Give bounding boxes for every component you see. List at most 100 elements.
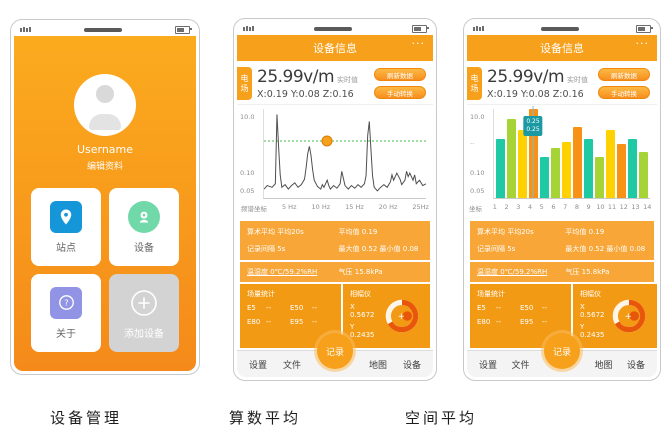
bar (606, 130, 615, 198)
more-menu-icon[interactable]: ··· (635, 37, 649, 50)
avatar[interactable] (74, 74, 136, 136)
tab-device[interactable]: 设备 (402, 360, 421, 371)
stat-key: E50 (290, 304, 304, 312)
avg-mode: 算术平均 平均20s (247, 228, 304, 236)
tab-settings[interactable]: 设置 (249, 360, 268, 371)
xyz-values: X:0.19 Y:0.08 Z:0.16 (487, 89, 584, 100)
card-title: 场量统计 (477, 290, 505, 298)
tab-map[interactable]: 地图 (368, 360, 387, 371)
refresh-data-button[interactable]: 刷新数据 (374, 68, 426, 81)
speaker-grill (541, 26, 579, 31)
bar (628, 139, 637, 198)
plus-icon (128, 287, 160, 319)
temp-humidity-link[interactable]: 温湿度 0℃/59.2%RH (247, 268, 318, 276)
refresh-data-button[interactable]: 刷新数据 (598, 68, 650, 81)
username-label: Username (76, 143, 134, 156)
field-type-badge: 电 场 (467, 67, 482, 100)
stat-value: -- (496, 304, 502, 312)
max-min-values: 最大值 0.52 最小值 0.08 (565, 245, 646, 253)
reading-main: 25.99v/m 实时值 X:0.19 Y:0.08 Z:0.16 (487, 67, 593, 100)
page-title: 设备信息 (313, 42, 357, 55)
x-axis-ticks: 频谱坐标 5 Hz 10 Hz 15 Hz 20 Hz 25Hz (241, 203, 429, 213)
y-tick: .. (470, 138, 475, 147)
x-tick: 15 Hz (345, 203, 364, 211)
tile-sites[interactable]: 站点 (31, 188, 101, 266)
x-tick: 4 (527, 203, 533, 211)
tile-label: 关于 (56, 328, 76, 340)
pressure-value: 气压 15.8kPa (565, 268, 610, 276)
stat-key: E95 (520, 318, 534, 326)
tab-record-button[interactable]: 记录 (544, 333, 580, 369)
stat-key: E50 (520, 304, 534, 312)
x-tick: 6 (551, 203, 556, 211)
speaker-grill (84, 27, 122, 32)
stat-key: E95 (290, 318, 304, 326)
status-bar (14, 23, 196, 36)
badge-char: 电 (470, 73, 479, 83)
stats-summary: 算术平均 平均20s 平均值 0.19 记录间隔 5s 最大值 0.52 最小值 0… (470, 221, 654, 260)
stat-value: -- (312, 304, 318, 312)
x-tick: 10 Hz (311, 203, 331, 211)
tile-about[interactable]: ? 关于 (31, 274, 101, 352)
stat-key: E5 (247, 304, 256, 312)
tab-device[interactable]: 设备 (626, 360, 645, 371)
info-panel: 算术平均 平均20s 平均值 0.19 记录间隔 5s 最大值 0.52 最小值 0… (467, 215, 657, 348)
tooltip-line: 0.25 (526, 118, 540, 126)
caption-spatial-average: 空间平均 (405, 411, 478, 427)
manual-switch-button[interactable]: 手动转换 (374, 86, 426, 99)
x-tick: 25Hz (412, 203, 429, 211)
tab-bar: 设置 文件 记录 地图 设备 (467, 333, 657, 377)
avg-value: 平均值 0.19 (565, 228, 605, 236)
card-title: 相幅仪 (580, 290, 601, 298)
signal-icon (243, 26, 254, 31)
x-tick: 7 (563, 203, 568, 211)
stats-summary: 算术平均 平均20s 平均值 0.19 记录间隔 5s 最大值 0.52 最小值 0… (240, 221, 430, 260)
tab-map[interactable]: 地图 (594, 360, 613, 371)
tile-label: 添加设备 (124, 328, 164, 340)
tab-record-button[interactable]: 记录 (317, 333, 353, 369)
selected-bar-line (532, 106, 534, 198)
donut-gauge-icon: + (613, 299, 646, 333)
tab-files[interactable]: 文件 (283, 360, 302, 371)
stat-value: -- (266, 304, 272, 312)
y-tick: 0.05 (240, 186, 255, 195)
card-title: 相幅仪 (350, 290, 371, 298)
badge-char: 场 (240, 83, 249, 93)
edit-profile-link[interactable]: 编辑资料 (86, 162, 123, 172)
y-tick: 10.0 (240, 113, 255, 122)
manual-switch-button[interactable]: 手动转换 (598, 86, 650, 99)
stat-key: E5 (477, 304, 486, 312)
bottom-cards: 场量统计 E5 -- E50 -- E80 -- E95 -- 相幅仪 X 0.5672… (470, 284, 657, 348)
gauge-y-value: Y 0.2435 (350, 323, 375, 339)
tile-devices[interactable]: 设备 (109, 188, 179, 266)
x-axis-ticks: 坐标 1 2 3 4 5 6 7 8 9 10 11 12 13 14 (469, 203, 653, 213)
location-pin-icon (50, 200, 82, 233)
tooltip-line: 0.25 (526, 125, 540, 133)
environment-row: 温湿度 0℃/59.2%RH 气压 15.8kPa (470, 262, 654, 282)
gauge-y-value: Y 0.2435 (580, 323, 605, 339)
tab-bar: 设置 文件 记录 地图 设备 (237, 333, 433, 377)
badge-char: 场 (470, 83, 479, 93)
x-tick: 12 (619, 203, 628, 211)
svg-text:?: ? (64, 298, 68, 308)
device-camera-icon (128, 200, 160, 233)
x-tick: 13 (631, 203, 640, 211)
bar (540, 157, 549, 198)
bar-tooltip: 0.25 0.25 (523, 116, 543, 136)
y-tick: 0.10 (470, 169, 485, 178)
tile-label: 设备 (134, 242, 154, 254)
more-menu-icon[interactable]: ··· (411, 37, 425, 50)
temp-humidity-link[interactable]: 温湿度 0℃/59.2%RH (477, 268, 548, 276)
threshold-marker-handle[interactable] (321, 135, 333, 147)
status-bar (467, 22, 657, 35)
status-bar (237, 22, 433, 35)
tab-settings[interactable]: 设置 (479, 360, 498, 371)
stat-key: E80 (247, 318, 261, 326)
tab-files[interactable]: 文件 (511, 360, 530, 371)
signal-icon (20, 27, 31, 32)
max-min-values: 最大值 0.52 最小值 0.08 (338, 245, 419, 253)
info-panel: 算术平均 平均20s 平均值 0.19 记录间隔 5s 最大值 0.52 最小值 0… (237, 215, 433, 348)
header: 设备信息 ··· (237, 35, 433, 61)
tile-add-device[interactable]: 添加设备 (109, 274, 179, 352)
question-mark-icon: ? (50, 286, 82, 319)
